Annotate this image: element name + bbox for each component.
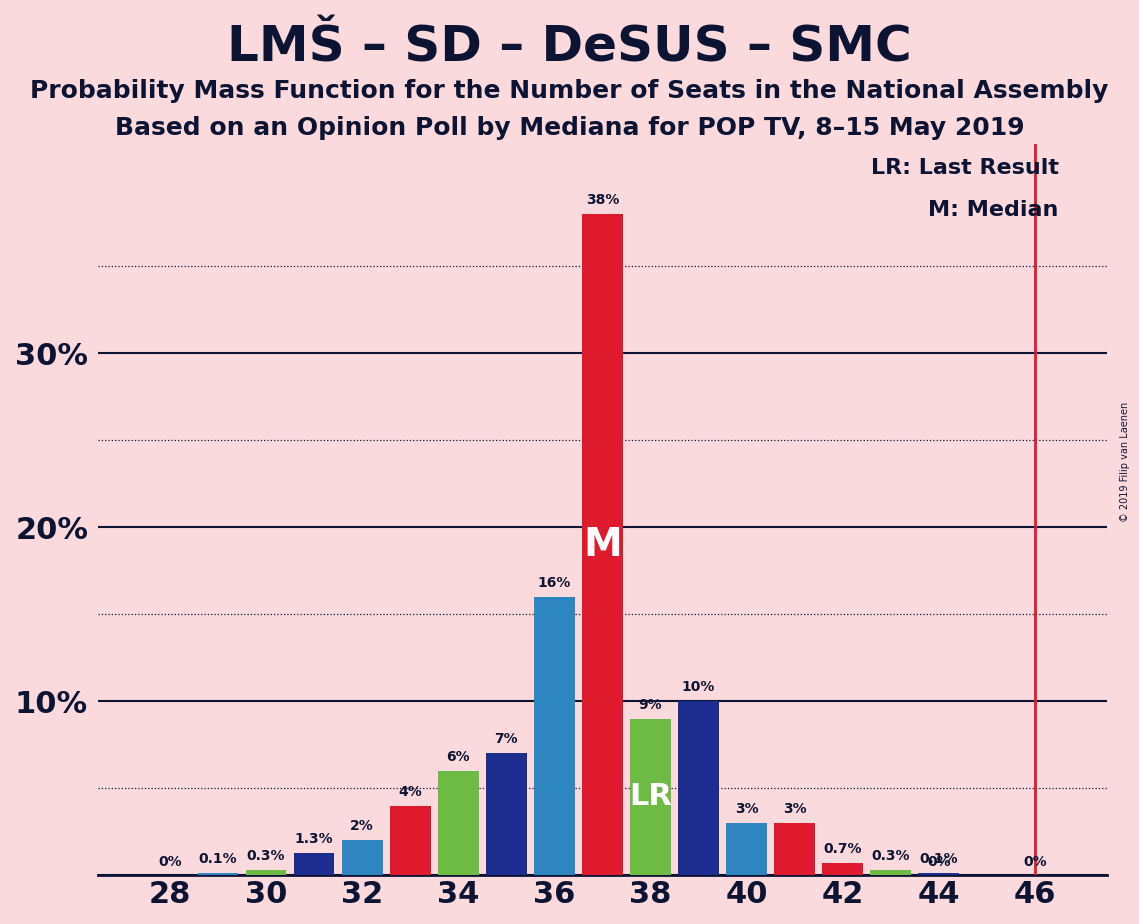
Bar: [486, 753, 526, 875]
Text: 0%: 0%: [158, 855, 182, 869]
Text: 10%: 10%: [682, 680, 715, 694]
Text: M: M: [583, 526, 622, 564]
Bar: [918, 873, 959, 875]
Text: 7%: 7%: [494, 733, 518, 747]
Text: LMŠ – SD – DeSUS – SMC: LMŠ – SD – DeSUS – SMC: [227, 23, 912, 71]
Bar: [390, 806, 431, 875]
Bar: [870, 869, 911, 875]
Text: 2%: 2%: [351, 820, 374, 833]
Bar: [822, 863, 863, 875]
Bar: [437, 771, 478, 875]
Bar: [678, 701, 719, 875]
Text: 0.3%: 0.3%: [871, 849, 910, 863]
Bar: [294, 853, 335, 875]
Text: 38%: 38%: [585, 193, 620, 207]
Text: 0.1%: 0.1%: [198, 853, 237, 867]
Text: M: Median: M: Median: [928, 200, 1059, 220]
Text: © 2019 Filip van Laenen: © 2019 Filip van Laenen: [1121, 402, 1130, 522]
Text: 6%: 6%: [446, 749, 470, 764]
Bar: [775, 823, 816, 875]
Text: Probability Mass Function for the Number of Seats in the National Assembly: Probability Mass Function for the Number…: [31, 79, 1108, 103]
Text: 16%: 16%: [538, 576, 571, 590]
Text: 0.3%: 0.3%: [247, 849, 285, 863]
Text: 4%: 4%: [399, 784, 423, 798]
Text: Based on an Opinion Poll by Mediana for POP TV, 8–15 May 2019: Based on an Opinion Poll by Mediana for …: [115, 116, 1024, 140]
Text: 3%: 3%: [782, 802, 806, 816]
Text: 0.1%: 0.1%: [919, 853, 958, 867]
Text: LR: LR: [629, 783, 672, 811]
Bar: [246, 869, 286, 875]
Text: 9%: 9%: [639, 698, 662, 711]
Text: 1.3%: 1.3%: [295, 832, 334, 845]
Bar: [582, 214, 623, 875]
Bar: [534, 597, 575, 875]
Bar: [726, 823, 767, 875]
Text: LR: Last Result: LR: Last Result: [871, 158, 1059, 178]
Bar: [342, 840, 383, 875]
Text: 0.7%: 0.7%: [823, 842, 862, 856]
Bar: [630, 719, 671, 875]
Text: 0%: 0%: [1023, 855, 1047, 869]
Bar: [197, 873, 238, 875]
Text: 0%: 0%: [927, 855, 951, 869]
Text: 3%: 3%: [735, 802, 759, 816]
